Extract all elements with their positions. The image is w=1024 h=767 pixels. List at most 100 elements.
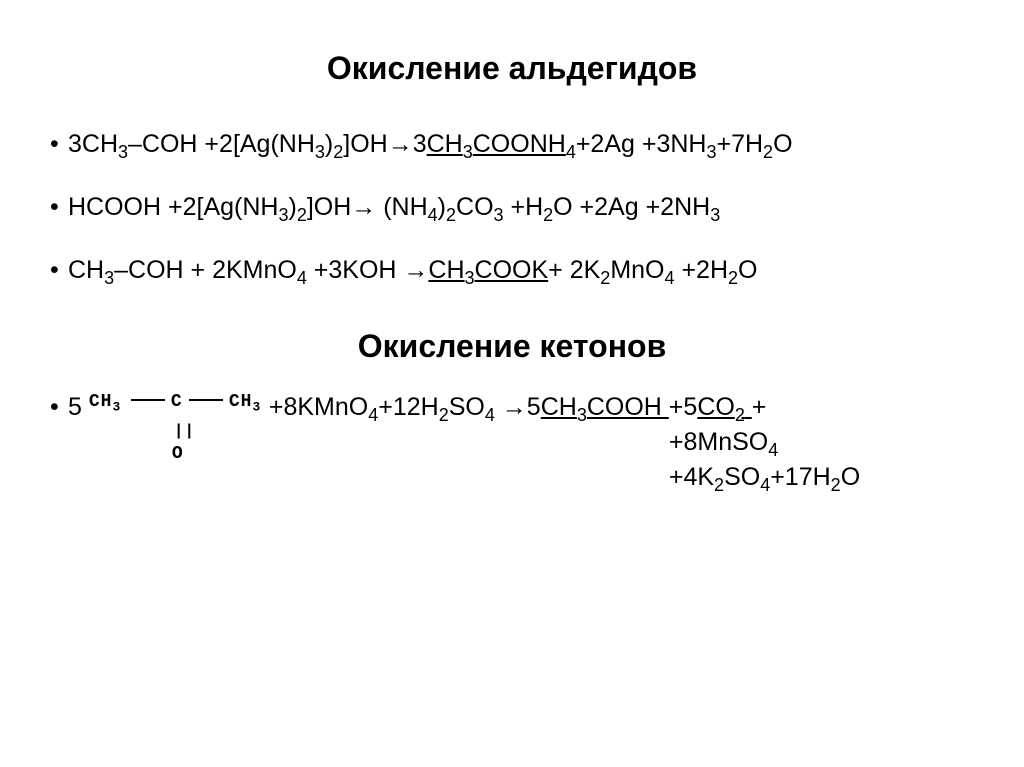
eq3-part: O (738, 256, 757, 284)
eq1-part: ) (325, 130, 333, 158)
chemistry-slide: Окисление альдегидов •3CH3–COH +2[Ag(NH3… (0, 0, 1024, 495)
struct-ch3-right: CH3 (229, 390, 261, 415)
eq1-part: O (773, 130, 792, 158)
title-aldehydes: Окисление альдегидов (50, 50, 974, 87)
ketone-rhs: +8KMnO4+12H2SO4 →5CH3COOH +5CO2 + +8MnSO… (269, 390, 974, 495)
struct-txt: CH (89, 392, 113, 412)
sub: 3 (112, 400, 121, 415)
ketone-equation: •5 CH3 C CH3 || O +8KMnO4+12H2SO4 →5CH3C… (50, 390, 974, 495)
eq1-part: ]OH→3 (343, 130, 426, 158)
k-part: +12H (378, 393, 438, 421)
aldehyde-equation-1: •3CH3–COH +2[Ag(NH3)2]OH→3CH3COONH4+2Ag … (50, 127, 974, 162)
struct-txt: CH (229, 392, 253, 412)
k-part: + (752, 393, 767, 421)
sub: 4 (768, 440, 778, 460)
eq3-prod: CH (428, 256, 464, 284)
eq3-part: +3KOH → (307, 256, 429, 284)
sub: 4 (485, 405, 495, 425)
sub: 2 (297, 205, 307, 225)
ketone-lhs: •5 CH3 C CH3 || O (50, 390, 269, 470)
sub: 4 (368, 405, 378, 425)
k-part: +4K (669, 463, 714, 491)
k-part: +17H (770, 463, 830, 491)
eq1-part: 3CH (68, 130, 118, 158)
sub: 2 (714, 475, 724, 495)
k-part: →5 (495, 393, 541, 421)
eq1-part: +2Ag +3NH (576, 130, 707, 158)
sub: 3 (104, 268, 114, 288)
bond-line-icon (189, 399, 223, 401)
eq1-prod: CH (427, 130, 463, 158)
ketone-coeff: 5 (68, 393, 82, 421)
eq2-part: CO (456, 193, 494, 221)
k-part: O (841, 463, 860, 491)
sub: 2 (439, 405, 449, 425)
sub: 3 (315, 142, 325, 162)
sub: 4 (665, 268, 675, 288)
eq2-part: ]OH→ (NH (307, 193, 428, 221)
k-part: SO (449, 393, 485, 421)
sub: 4 (297, 268, 307, 288)
bullet-icon: • (50, 127, 68, 162)
eq3-part: +2H (675, 256, 729, 284)
sub: 2 (735, 405, 745, 425)
sub: 3 (463, 142, 473, 162)
k-part: +8KMnO (269, 393, 368, 421)
k-part: +5 (669, 393, 698, 421)
sub: 2 (600, 268, 610, 288)
eq2-part: +H (504, 193, 544, 221)
eq3-prod: COOK (475, 256, 549, 284)
sub: 2 (446, 205, 456, 225)
sub: 3 (465, 268, 475, 288)
eq1-prod: COONH (473, 130, 566, 158)
sub: 3 (577, 405, 587, 425)
ketone-line2: +8MnSO4 +4K2SO4+17H2O (269, 425, 974, 495)
aldehyde-equation-2: •HCOOH +2[Ag(NH3)2]OH→ (NH4)2CO3 +H2O +2… (50, 190, 974, 225)
struct-ch3-left: CH3 (89, 390, 121, 415)
struct-c: C (171, 390, 183, 415)
eq3-part: + 2K (548, 256, 600, 284)
sub: 3 (278, 205, 288, 225)
sub: 4 (760, 475, 770, 495)
struct-o: O (172, 442, 184, 467)
sub: 2 (831, 475, 841, 495)
sub: 3 (118, 142, 128, 162)
bullet-icon: • (50, 390, 68, 425)
bond-line-icon (131, 399, 165, 401)
eq2-part: ) (288, 193, 296, 221)
eq2-part: ) (438, 193, 446, 221)
bullet-icon: • (50, 190, 68, 225)
eq2-part: O +2Ag +2NH (553, 193, 710, 221)
bullet-icon: • (50, 253, 68, 288)
sub: 4 (428, 205, 438, 225)
eq1-part: –COH +2[Ag(NH (128, 130, 315, 158)
k-prod: CO (697, 393, 735, 421)
k-part: +8MnSO (669, 428, 768, 456)
sub: 4 (566, 142, 576, 162)
double-bond-icon: || (174, 420, 195, 442)
eq3-part: CH (68, 256, 104, 284)
eq1-product-underlined: CH3COONH4 (427, 130, 576, 158)
sub: 2 (543, 205, 553, 225)
eq3-product-underlined: CH3COOK (428, 256, 548, 284)
eq3-part: MnO (610, 256, 664, 284)
eq2-part: HCOOH +2[Ag(NH (68, 193, 278, 221)
eq1-part: +7H (716, 130, 763, 158)
k-prod: COOH (587, 393, 669, 421)
aldehyde-equation-3: •CH3–COH + 2KMnO4 +3KOH →CH3COOK+ 2K2MnO… (50, 253, 974, 288)
ketone-line1: +8KMnO4+12H2SO4 →5CH3COOH +5CO2 + (269, 390, 974, 425)
title-ketones: Окисление кетонов (50, 328, 974, 365)
sub: 3 (706, 142, 716, 162)
ketone-product2-underlined: CO2 (697, 393, 751, 421)
sub: 3 (494, 205, 504, 225)
acetone-structure: CH3 C CH3 || O (89, 390, 269, 470)
sub: 3 (710, 205, 720, 225)
sub: 2 (728, 268, 738, 288)
ketone-product1-underlined: CH3COOH (541, 393, 669, 421)
k-part: SO (724, 463, 760, 491)
sub: 3 (252, 400, 261, 415)
sub: 2 (763, 142, 773, 162)
sub: 2 (333, 142, 343, 162)
eq3-part: –COH + 2KMnO (114, 256, 297, 284)
k-prod: CH (541, 393, 577, 421)
